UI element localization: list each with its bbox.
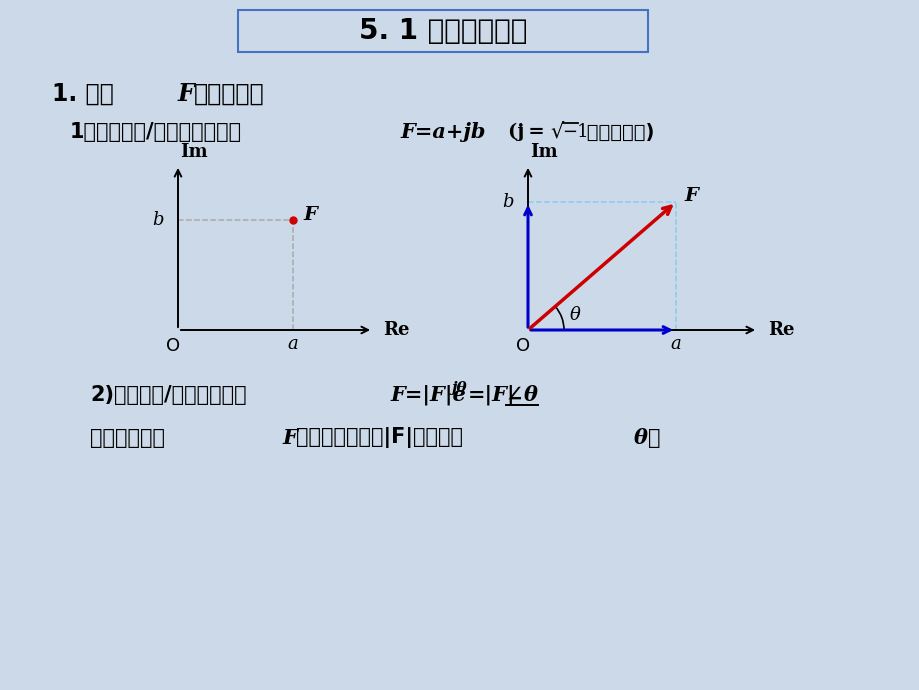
- Text: F: F: [302, 206, 316, 224]
- Text: =|F|: =|F|: [468, 385, 515, 405]
- Text: 1）代数形式/直角坐标形式：: 1）代数形式/直角坐标形式：: [70, 122, 242, 142]
- Text: θ: θ: [524, 385, 538, 405]
- Text: a: a: [670, 335, 681, 353]
- Text: 的向量，其摸为|F|，幅角为: 的向量，其摸为|F|，幅角为: [296, 428, 462, 448]
- Text: θ: θ: [569, 306, 580, 324]
- Text: F: F: [177, 82, 195, 106]
- Text: jθ: jθ: [451, 381, 467, 395]
- Text: Re: Re: [382, 321, 409, 339]
- Text: O: O: [516, 337, 529, 355]
- Text: 为虚数单位): 为虚数单位): [579, 123, 653, 141]
- Text: Im: Im: [180, 143, 208, 161]
- Text: 表示形式：: 表示形式：: [194, 82, 265, 106]
- Text: Re: Re: [767, 321, 794, 339]
- Text: −1: −1: [562, 123, 588, 141]
- Text: F=a+jb: F=a+jb: [400, 122, 485, 142]
- FancyBboxPatch shape: [238, 10, 647, 52]
- Text: 2)指数形式/极坐标形式：: 2)指数形式/极坐标形式：: [90, 385, 246, 405]
- Text: ∠: ∠: [505, 385, 523, 405]
- Text: b: b: [153, 211, 164, 229]
- Text: a: a: [288, 335, 298, 353]
- Text: F=|F|e: F=|F|e: [390, 385, 465, 405]
- Text: Im: Im: [529, 143, 557, 161]
- Text: √: √: [550, 122, 562, 142]
- Text: F: F: [282, 428, 297, 448]
- Text: b: b: [502, 193, 514, 211]
- Text: 5. 1 复数知识复习: 5. 1 复数知识复习: [358, 17, 527, 45]
- Text: 。: 。: [647, 428, 660, 448]
- Text: 表示从原点到: 表示从原点到: [90, 428, 165, 448]
- Text: (j =: (j =: [507, 123, 548, 141]
- Text: θ: θ: [633, 428, 647, 448]
- Text: F: F: [683, 187, 698, 205]
- Text: 1. 复数: 1. 复数: [52, 82, 114, 106]
- Text: O: O: [165, 337, 180, 355]
